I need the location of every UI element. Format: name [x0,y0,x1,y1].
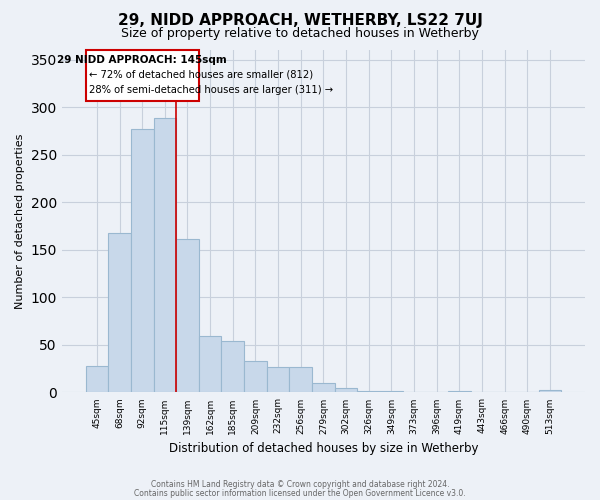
Text: 29 NIDD APPROACH: 145sqm: 29 NIDD APPROACH: 145sqm [58,55,227,65]
Bar [267,366,289,392]
FancyBboxPatch shape [86,50,199,102]
Text: 28% of semi-detached houses are larger (311) →: 28% of semi-detached houses are larger (… [89,85,333,95]
Text: Contains public sector information licensed under the Open Government Licence v3: Contains public sector information licen… [134,489,466,498]
Text: Size of property relative to detached houses in Wetherby: Size of property relative to detached ho… [121,28,479,40]
Bar [199,336,221,392]
Bar [289,366,312,392]
Bar [335,388,358,392]
Text: 29, NIDD APPROACH, WETHERBY, LS22 7UJ: 29, NIDD APPROACH, WETHERBY, LS22 7UJ [118,12,482,28]
Bar [176,240,199,392]
Text: ← 72% of detached houses are smaller (812): ← 72% of detached houses are smaller (81… [89,70,313,80]
X-axis label: Distribution of detached houses by size in Wetherby: Distribution of detached houses by size … [169,442,478,455]
Bar [358,390,380,392]
Y-axis label: Number of detached properties: Number of detached properties [15,134,25,309]
Bar [108,232,131,392]
Bar [539,390,561,392]
Bar [221,341,244,392]
Bar [244,361,267,392]
Bar [312,383,335,392]
Text: Contains HM Land Registry data © Crown copyright and database right 2024.: Contains HM Land Registry data © Crown c… [151,480,449,489]
Bar [86,366,108,392]
Bar [131,129,154,392]
Bar [154,118,176,392]
